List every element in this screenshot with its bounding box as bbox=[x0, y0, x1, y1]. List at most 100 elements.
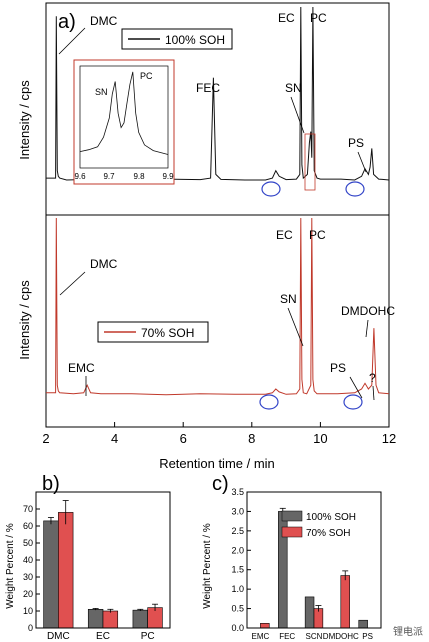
bar-ps-series-0 bbox=[358, 619, 368, 629]
annotation-dmc: DMC bbox=[90, 14, 118, 28]
x-tick-label: 2 bbox=[42, 431, 49, 446]
y-tick-label: 20 bbox=[23, 589, 33, 599]
bar-ec-series-1 bbox=[102, 610, 119, 629]
annotation-dmc-2: DMC bbox=[90, 257, 118, 271]
trace-series-0 bbox=[46, 217, 390, 396]
inset-label-pc: PC bbox=[140, 71, 153, 81]
panel-c-ylabel: Weight Percent / % bbox=[202, 523, 213, 609]
panel-c-label: c) bbox=[212, 473, 229, 495]
y-tick-label: 60 bbox=[23, 521, 33, 531]
y-tick-label: 3.0 bbox=[231, 506, 244, 516]
y-tick-label: 0.0 bbox=[231, 623, 244, 633]
legend-box bbox=[97, 321, 209, 343]
panel-c-legend: 100% SOH 70% SOH bbox=[281, 510, 356, 539]
arrow-dmc-2 bbox=[59, 271, 86, 296]
y-tick-label: 2.0 bbox=[231, 545, 244, 555]
legend-swatch-100-soh-c bbox=[281, 510, 303, 522]
panel-a-bottom-traces bbox=[46, 217, 390, 396]
arrow-sn bbox=[290, 96, 305, 134]
panel-c: c) Weight Percent / % 0.0 0.5 1.0 1.5 2.0 2.5… bbox=[202, 473, 382, 641]
y-tick-label: 1.0 bbox=[231, 584, 244, 594]
panel-a: a) Intensity / cps 100% SOH DMC FEC EC P… bbox=[17, 2, 390, 216]
bar-dmdohc-series-1 bbox=[340, 575, 350, 629]
x-axis-ticks: 2 4 6 8 10 12 bbox=[42, 422, 396, 446]
highlight-circle-8.7 bbox=[261, 181, 281, 197]
inset-label-sn: SN bbox=[95, 87, 108, 97]
highlight-circle-11.3-b bbox=[343, 394, 363, 410]
arrow-ps-2 bbox=[349, 376, 363, 399]
inset-line bbox=[79, 71, 169, 155]
bar-pc-series-0 bbox=[132, 609, 148, 629]
annotation-dmdohc: DMDOHC bbox=[341, 304, 395, 318]
category-label: EC bbox=[96, 631, 110, 642]
panel-b: b) Weight Percent / % 0 10 20 30 40 50 60 70 DMC… bbox=[5, 473, 171, 642]
bar-emc-series-1 bbox=[260, 623, 270, 629]
annotation-ps-2: PS bbox=[330, 361, 346, 375]
highlight-circle-11.3 bbox=[345, 181, 365, 197]
arrow-unknown bbox=[372, 385, 375, 401]
annotation-emc: EMC bbox=[68, 361, 95, 375]
panel-a-bottom-ylabel: Intensity / cps bbox=[17, 280, 32, 360]
y-tick-label: 2.5 bbox=[231, 526, 244, 536]
annotation-fec: FEC bbox=[196, 81, 220, 95]
panel-b-bars: 0 10 20 30 40 50 60 70 DMC EC PC bbox=[23, 500, 163, 642]
arrow-dmdohc bbox=[365, 319, 369, 338]
panel-a-label: a) bbox=[58, 11, 76, 33]
x-tick-label: 4 bbox=[111, 431, 118, 446]
legend-label-70-soh-c: 70% SOH bbox=[306, 528, 350, 539]
annotation-ec-2: EC bbox=[276, 228, 293, 242]
watermark: 锂电派 bbox=[393, 627, 423, 638]
annotation-ec: EC bbox=[278, 11, 295, 25]
legend-box bbox=[121, 28, 233, 50]
arrow-sn-2 bbox=[287, 307, 304, 347]
y-tick-label: 10 bbox=[23, 606, 33, 616]
bar-scn-series-0 bbox=[304, 596, 315, 629]
y-tick-label: 3.5 bbox=[231, 487, 244, 497]
y-tick-label: 0 bbox=[28, 623, 33, 633]
highlight-circle-8.7-b bbox=[259, 394, 279, 410]
panel-a-legend: 100% SOH bbox=[121, 28, 233, 50]
bar-dmc-series-1 bbox=[58, 512, 74, 629]
panel-a-bottom-frame bbox=[45, 214, 390, 428]
category-label: PS bbox=[362, 632, 373, 641]
y-tick-label: 1.5 bbox=[231, 565, 244, 575]
y-tick-label: 70 bbox=[23, 504, 33, 514]
annotation-ps: PS bbox=[348, 136, 364, 150]
y-tick-label: 30 bbox=[23, 572, 33, 582]
inset-plot-area bbox=[79, 65, 169, 169]
inset-tick-9.7: 9.7 bbox=[103, 172, 115, 181]
bar-ec-series-0 bbox=[87, 608, 104, 629]
category-label: SCN bbox=[306, 632, 323, 641]
panel-c-bars: 0.0 0.5 1.0 1.5 2.0 2.5 3.0 3.5 EMC FEC SCN DMDOHC P… bbox=[231, 487, 372, 641]
x-tick-label: 6 bbox=[180, 431, 187, 446]
panel-b-frame bbox=[35, 491, 171, 629]
y-tick-label: 50 bbox=[23, 538, 33, 548]
y-tick-label: 40 bbox=[23, 555, 33, 565]
category-label: DMDOHC bbox=[323, 632, 359, 641]
category-label: EMC bbox=[252, 632, 270, 641]
panel-a-bottom: Intensity / cps 70% SOH DMC EC PC SN DMD… bbox=[17, 214, 396, 471]
legend-label-100-soh: 100% SOH bbox=[165, 33, 225, 47]
annotation-sn: SN bbox=[285, 81, 302, 95]
category-label: FEC bbox=[279, 632, 295, 641]
annotation-pc: PC bbox=[310, 11, 327, 25]
panel-a-ylabel: Intensity / cps bbox=[17, 80, 32, 160]
arrow-ps bbox=[357, 151, 367, 173]
inset-trace bbox=[79, 71, 169, 155]
legend-swatch-70-soh-c bbox=[281, 526, 303, 538]
zoom-region-marker bbox=[304, 133, 316, 191]
panel-b-label: b) bbox=[42, 473, 60, 495]
category-label: DMC bbox=[47, 631, 70, 642]
legend-label-100-soh-c: 100% SOH bbox=[306, 512, 356, 523]
category-label: PC bbox=[141, 631, 155, 642]
inset: SN PC 9.6 9.7 9.8 9.9 bbox=[73, 59, 175, 185]
inset-tick-9.8: 9.8 bbox=[133, 172, 145, 181]
inset-tick-9.9: 9.9 bbox=[162, 172, 174, 181]
arrow-dmc bbox=[58, 27, 86, 55]
annotation-sn-2: SN bbox=[280, 292, 297, 306]
inset-tick-9.6: 9.6 bbox=[74, 172, 86, 181]
annotation-unknown: ? bbox=[369, 371, 376, 385]
x-tick-label: 12 bbox=[382, 431, 396, 446]
annotation-pc-2: PC bbox=[309, 228, 326, 242]
